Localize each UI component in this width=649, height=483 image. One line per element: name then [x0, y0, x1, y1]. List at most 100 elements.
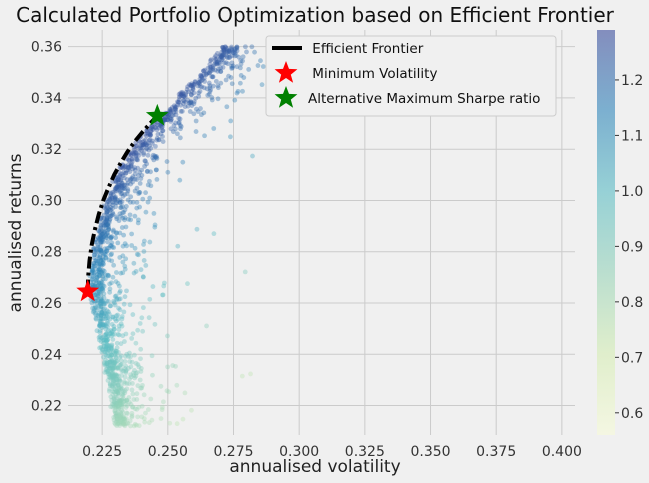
portfolio-point	[99, 325, 105, 331]
portfolio-point	[105, 371, 111, 377]
portfolio-point	[164, 159, 170, 164]
portfolio-point	[117, 296, 123, 302]
portfolio-point	[175, 102, 180, 108]
portfolio-point	[121, 185, 127, 191]
portfolio-point	[118, 177, 124, 183]
portfolio-point	[119, 401, 125, 407]
portfolio-point	[106, 298, 111, 304]
portfolio-point	[102, 205, 108, 211]
portfolio-point	[108, 404, 114, 410]
portfolio-point	[102, 337, 108, 343]
portfolio-point	[222, 44, 228, 50]
portfolio-point	[129, 159, 135, 164]
portfolio-point	[112, 400, 117, 406]
portfolio-point	[144, 128, 150, 134]
portfolio-point	[210, 65, 216, 71]
portfolio-point	[216, 60, 222, 66]
portfolio-point	[113, 194, 118, 200]
portfolio-point	[113, 421, 118, 427]
portfolio-point	[113, 318, 119, 324]
portfolio-point	[108, 346, 114, 352]
portfolio-point	[114, 270, 119, 275]
portfolio-point	[115, 366, 120, 371]
portfolio-point	[103, 218, 109, 224]
portfolio-point	[122, 266, 128, 272]
portfolio-point	[120, 210, 125, 216]
portfolio-point	[104, 205, 110, 211]
portfolio-point	[189, 81, 195, 87]
portfolio-point	[199, 73, 205, 79]
portfolio-point	[112, 195, 118, 201]
portfolio-point	[107, 197, 113, 202]
portfolio-point	[113, 235, 119, 241]
portfolio-point	[148, 126, 154, 131]
portfolio-point	[234, 44, 240, 50]
portfolio-point	[155, 122, 161, 128]
portfolio-point	[115, 416, 121, 422]
portfolio-point	[98, 269, 104, 275]
portfolio-point	[96, 273, 102, 279]
portfolio-point	[102, 344, 107, 350]
portfolio-point	[113, 383, 118, 389]
portfolio-point	[113, 279, 119, 285]
portfolio-point	[146, 420, 152, 426]
portfolio-point	[226, 50, 232, 56]
portfolio-point	[139, 148, 145, 153]
portfolio-point	[104, 346, 110, 352]
portfolio-point	[92, 305, 97, 311]
portfolio-point	[111, 361, 117, 367]
portfolio-point	[228, 46, 234, 52]
portfolio-point	[113, 413, 119, 419]
portfolio-point	[210, 67, 216, 73]
portfolio-point	[116, 187, 122, 193]
portfolio-point	[109, 371, 115, 376]
portfolio-point	[109, 195, 115, 201]
portfolio-point	[258, 58, 263, 64]
portfolio-point	[127, 418, 133, 424]
portfolio-point	[99, 349, 105, 355]
portfolio-point	[133, 144, 139, 149]
portfolio-point	[118, 205, 123, 211]
portfolio-point	[99, 318, 104, 324]
portfolio-point	[99, 271, 105, 276]
portfolio-point	[113, 402, 119, 408]
portfolio-point	[180, 101, 186, 106]
portfolio-point	[239, 373, 245, 379]
portfolio-point	[94, 274, 100, 280]
portfolio-point	[119, 182, 124, 188]
portfolio-point	[96, 264, 101, 270]
portfolio-point	[107, 197, 113, 203]
portfolio-point	[104, 338, 109, 344]
portfolio-point	[132, 167, 138, 173]
portfolio-point	[228, 75, 234, 80]
portfolio-point	[108, 204, 114, 210]
portfolio-point	[210, 83, 216, 89]
portfolio-point	[148, 396, 154, 402]
portfolio-point	[205, 70, 211, 76]
portfolio-point	[218, 57, 224, 63]
portfolio-point	[102, 222, 108, 228]
portfolio-point	[106, 206, 112, 212]
portfolio-point	[147, 195, 153, 201]
portfolio-point	[126, 164, 131, 170]
portfolio-point	[101, 283, 107, 289]
portfolio-point	[114, 380, 120, 386]
portfolio-point	[119, 373, 124, 378]
portfolio-point	[197, 88, 203, 94]
portfolio-point	[185, 84, 191, 90]
portfolio-point	[180, 159, 186, 165]
colorbar-tick-label: 1.2	[621, 73, 643, 89]
portfolio-point	[147, 239, 153, 245]
portfolio-point	[98, 257, 104, 263]
portfolio-point	[128, 177, 133, 183]
portfolio-point	[99, 215, 105, 221]
portfolio-point	[218, 69, 224, 74]
portfolio-point	[102, 229, 107, 235]
portfolio-point	[107, 243, 113, 249]
portfolio-point	[136, 150, 142, 155]
portfolio-point	[138, 346, 144, 352]
portfolio-point	[128, 151, 134, 157]
portfolio-point	[168, 117, 174, 122]
portfolio-point	[107, 359, 113, 365]
portfolio-point	[125, 197, 131, 203]
